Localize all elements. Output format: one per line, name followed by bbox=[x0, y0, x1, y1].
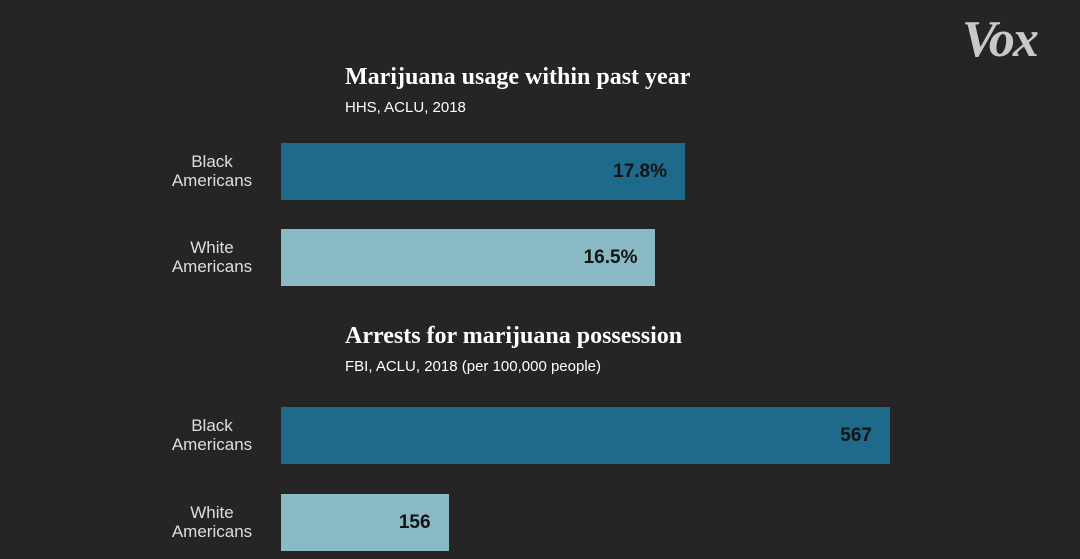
chart-subtitle: HHS, ACLU, 2018 bbox=[345, 99, 466, 116]
category-label: White Americans bbox=[171, 238, 253, 276]
data-label: 17.8% bbox=[613, 161, 667, 182]
vox-logo: Vox bbox=[962, 11, 1039, 68]
data-label: 567 bbox=[840, 425, 872, 446]
chart-title: Marijuana usage within past year bbox=[345, 64, 691, 90]
category-label: White Americans bbox=[171, 503, 253, 541]
bar bbox=[281, 494, 449, 551]
bar bbox=[281, 143, 685, 200]
category-label: Black Americans bbox=[171, 152, 253, 190]
bar bbox=[281, 407, 890, 464]
data-label: 156 bbox=[398, 512, 431, 533]
chart-subtitle: FBI, ACLU, 2018 (per 100,000 people) bbox=[345, 358, 601, 375]
bar bbox=[281, 229, 656, 286]
data-label: 16.5% bbox=[583, 247, 638, 268]
chart-title: Arrests for marijuana possession bbox=[345, 323, 683, 349]
category-label: Black Americans bbox=[171, 416, 253, 454]
